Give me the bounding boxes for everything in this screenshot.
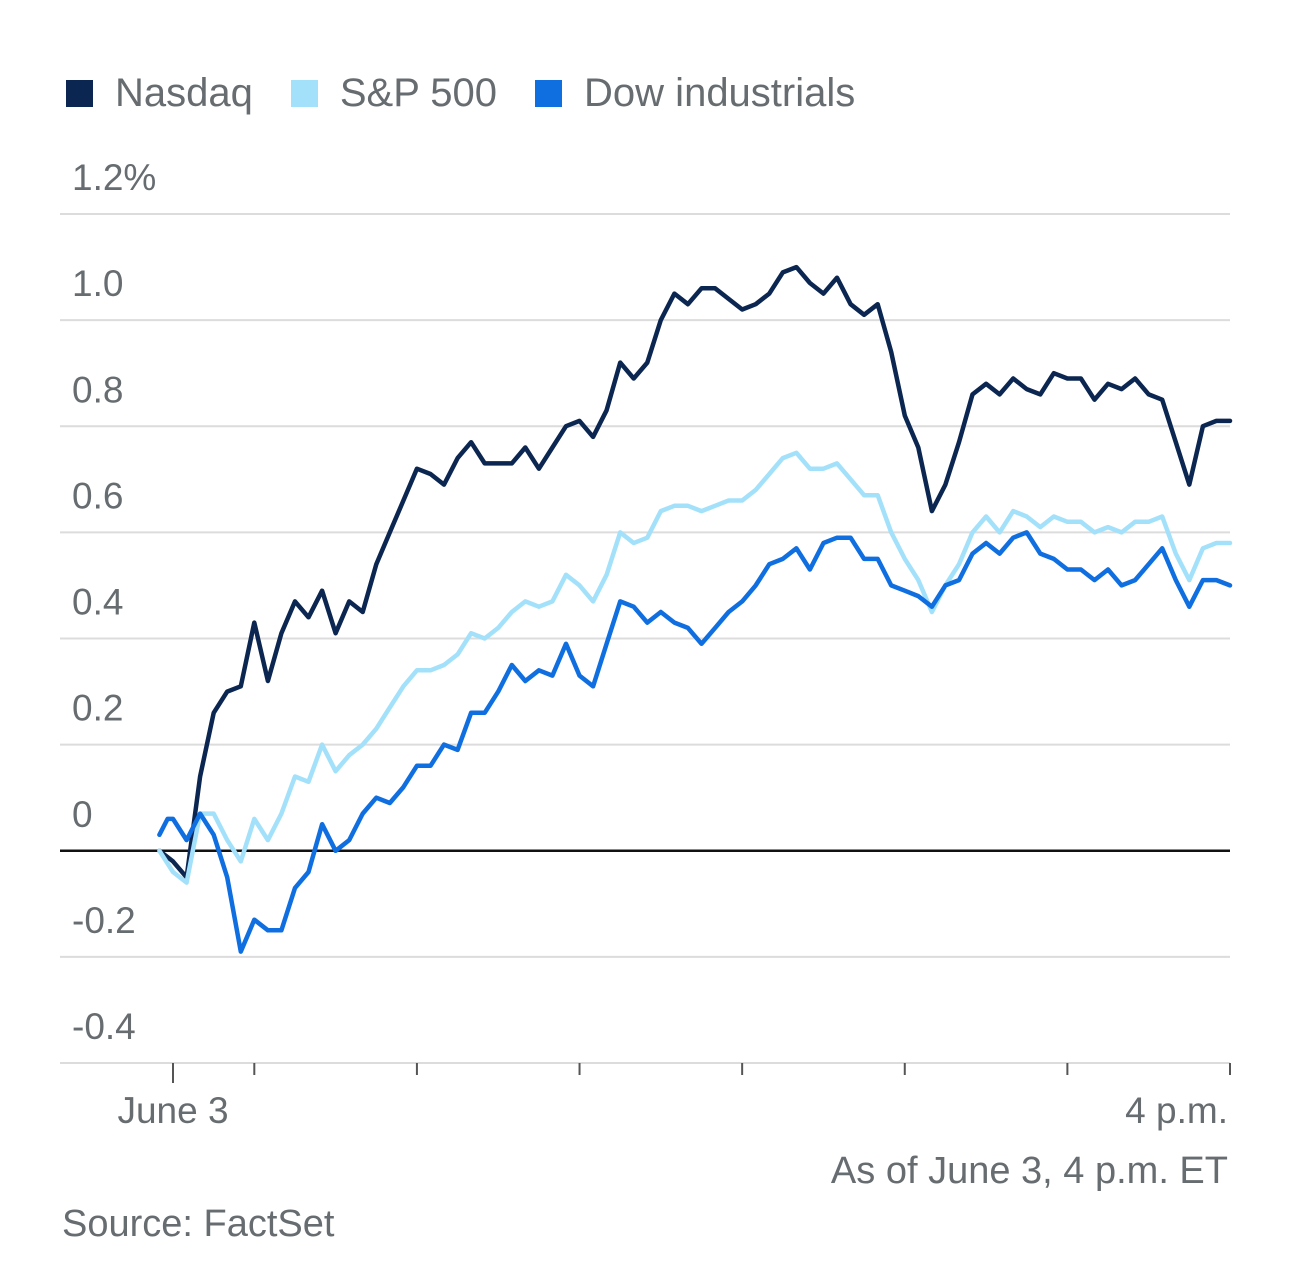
as-of-note: As of June 3, 4 p.m. ET [830, 1150, 1228, 1192]
y-tick-label: -0.4 [72, 1006, 136, 1047]
y-axis-tick-labels: 1.2% 1.0 0.8 0.6 0.4 0.2 0 -0.2 -0.4 [72, 157, 156, 1047]
series-line-dow-industrials [157, 530, 1233, 954]
legend-label-dow: Dow industrials [584, 71, 856, 115]
source-note: Source: FactSet [62, 1203, 335, 1245]
gridlines [60, 213, 1230, 1064]
legend-swatch-nasdaq [66, 79, 93, 107]
legend-item-dow: Dow industrials [535, 70, 855, 116]
y-tick-label: 0 [72, 794, 93, 835]
y-tick-label: 0.2 [72, 688, 123, 729]
series-lines [157, 264, 1233, 954]
x-axis: June 3 4 p.m. [117, 1063, 1231, 1131]
y-tick-label: -0.2 [72, 900, 136, 941]
legend-swatch-dow [535, 79, 563, 107]
y-tick-label: 0.6 [72, 475, 123, 516]
series-line-nasdaq [157, 264, 1233, 880]
series-line-s-p-500 [157, 450, 1233, 885]
legend-swatch-sp500 [290, 79, 318, 107]
y-tick-label: 0.4 [72, 582, 123, 623]
line-chart: 1.2% 1.0 0.8 0.6 0.4 0.2 0 -0.2 -0.4 June 3 4 p.m… [60, 157, 1233, 1131]
y-tick-label: 1.0 [72, 263, 123, 304]
legend-label-sp500: S&P 500 [339, 71, 498, 115]
chart-legend: Nasdaq S&P 500 Dow industrials [66, 70, 893, 116]
x-tick-label: June 3 [117, 1090, 228, 1131]
x-tick-label: 4 p.m. [1125, 1090, 1228, 1131]
y-tick-label: 0.8 [72, 369, 123, 410]
y-tick-label: 1.2% [72, 157, 156, 198]
legend-item-sp500: S&P 500 [290, 70, 498, 116]
legend-label-nasdaq: Nasdaq [115, 71, 253, 115]
legend-item-nasdaq: Nasdaq [66, 70, 253, 116]
